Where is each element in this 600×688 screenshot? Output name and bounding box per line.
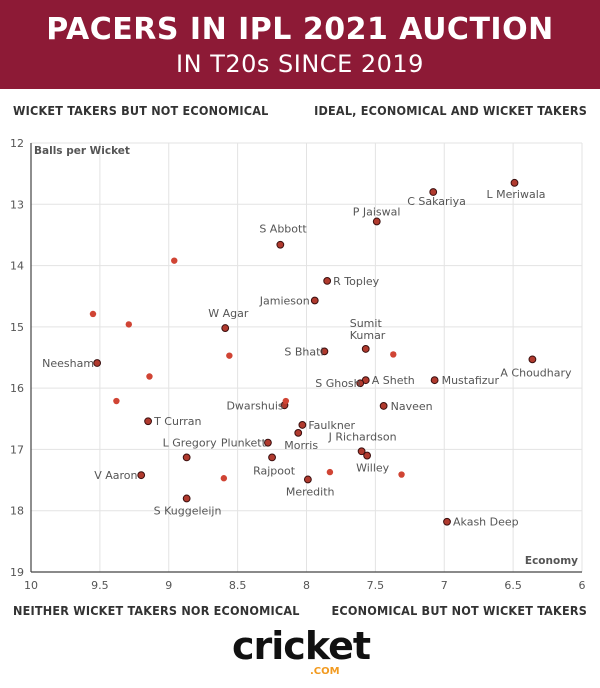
player-label: S Bhati: [284, 345, 323, 358]
player-label: A Choudhary: [500, 366, 572, 379]
player-point: [528, 355, 537, 364]
player-point: [264, 438, 272, 447]
x-tick-label: 10: [24, 579, 38, 592]
player-point: [298, 421, 307, 429]
unlabeled-point: [390, 351, 397, 358]
y-tick-label: 14: [10, 260, 24, 273]
player-point: [323, 276, 332, 285]
player-label: R Topley: [333, 275, 380, 288]
player-label: Willey: [356, 462, 390, 475]
unlabeled-point: [220, 475, 228, 482]
player-label: A Sheth: [372, 374, 415, 387]
unlabeled-point: [125, 321, 133, 328]
player-label: Neesham: [42, 357, 94, 370]
x-tick-label: 6: [579, 579, 586, 592]
player-point: [303, 475, 312, 484]
player-label: Morris: [284, 439, 318, 452]
player-point: [93, 359, 102, 367]
player-point: [221, 324, 230, 332]
x-axis-label: Economy: [525, 555, 578, 567]
player-label-line2: Kumar: [350, 329, 386, 342]
player-point: [372, 217, 381, 226]
player-label: W Agar: [208, 307, 249, 320]
player-point: [182, 453, 191, 462]
player-label: Mustafizur: [442, 374, 500, 387]
player-point: [361, 345, 370, 353]
player-label: J Richardson: [328, 430, 397, 443]
player-label: Rajpoot: [253, 464, 296, 477]
y-axis-label: Balls per Wicket: [34, 145, 130, 157]
player-label: S Ghosh: [315, 377, 360, 390]
y-tick-label: 19: [10, 566, 24, 579]
player-point: [356, 379, 365, 388]
y-tick-label: 16: [10, 382, 24, 395]
player-point: [443, 517, 451, 526]
unlabeled-point: [146, 373, 153, 380]
player-label: P Jaiswal: [353, 205, 401, 218]
player-label: L Gregory: [163, 436, 217, 449]
player-label: Plunkett: [221, 437, 267, 450]
y-tick-label: 17: [10, 443, 24, 456]
y-tick-label: 12: [10, 137, 24, 150]
x-tick-label: 7.5: [367, 579, 385, 592]
x-tick-label: 7: [441, 579, 448, 592]
logo-wordmark: cricket: [232, 624, 371, 668]
quadrant-label-bottom-right: ECONOMICAL BUT NOT WICKET TAKERS: [331, 603, 587, 618]
y-tick-label: 18: [10, 505, 24, 518]
player-label: C Sakariya: [407, 195, 466, 208]
player-point: [357, 447, 366, 456]
player-point: [310, 296, 319, 305]
unlabeled-point: [282, 397, 290, 405]
player-point: [276, 240, 285, 249]
player-label: S Kuggeleijn: [154, 504, 222, 517]
unlabeled-point: [171, 257, 178, 264]
player-point: [320, 347, 329, 356]
unlabeled-point: [89, 310, 97, 318]
unlabeled-point: [226, 352, 233, 359]
player-point: [510, 178, 519, 187]
unlabeled-point: [113, 397, 120, 405]
x-tick-label: 8: [303, 579, 310, 592]
player-label-line1: Sumit: [350, 317, 383, 330]
player-label: Dwarshuis: [226, 399, 283, 412]
y-tick-label: 13: [10, 198, 24, 211]
player-label: Akash Deep: [453, 516, 519, 529]
logo-suffix: .COM: [310, 666, 340, 677]
quadrant-label-top-right: IDEAL, ECONOMICAL AND WICKET TAKERS: [314, 103, 587, 118]
player-label: Meredith: [286, 485, 335, 498]
unlabeled-point: [398, 471, 405, 478]
player-label: V Aaron: [94, 469, 137, 482]
player-point: [430, 376, 439, 385]
player-label: T Curran: [153, 415, 201, 428]
x-tick-label: 8.5: [229, 579, 247, 592]
quadrant-label-top-left: WICKET TAKERS BUT NOT ECONOMICAL: [13, 103, 269, 118]
x-tick-label: 9: [165, 579, 172, 592]
player-point: [144, 417, 152, 426]
x-tick-label: 9.5: [91, 579, 109, 592]
x-tick-label: 6.5: [504, 579, 522, 592]
y-tick-label: 15: [10, 321, 24, 334]
player-label: L Meriwala: [487, 188, 546, 201]
player-point: [137, 471, 146, 480]
header-banner: PACERS IN IPL 2021 AUCTION IN T20s SINCE…: [0, 0, 600, 89]
player-label: Naveen: [391, 400, 433, 413]
quadrant-label-bottom-left: NEITHER WICKET TAKERS NOR ECONOMICAL: [13, 603, 300, 618]
player-label: Jamieson: [259, 295, 310, 308]
player-label: Faulkner: [308, 419, 355, 432]
player-point: [363, 451, 372, 460]
player-point: [182, 494, 191, 503]
player-label: S Abbott: [259, 223, 307, 236]
player-point: [429, 188, 438, 196]
player-point: [294, 428, 303, 437]
chart-subtitle: IN T20s SINCE 2019: [176, 50, 424, 78]
unlabeled-point: [326, 468, 334, 476]
chart-title: PACERS IN IPL 2021 AUCTION: [46, 12, 554, 47]
player-point: [379, 402, 388, 410]
player-point: [268, 453, 276, 462]
